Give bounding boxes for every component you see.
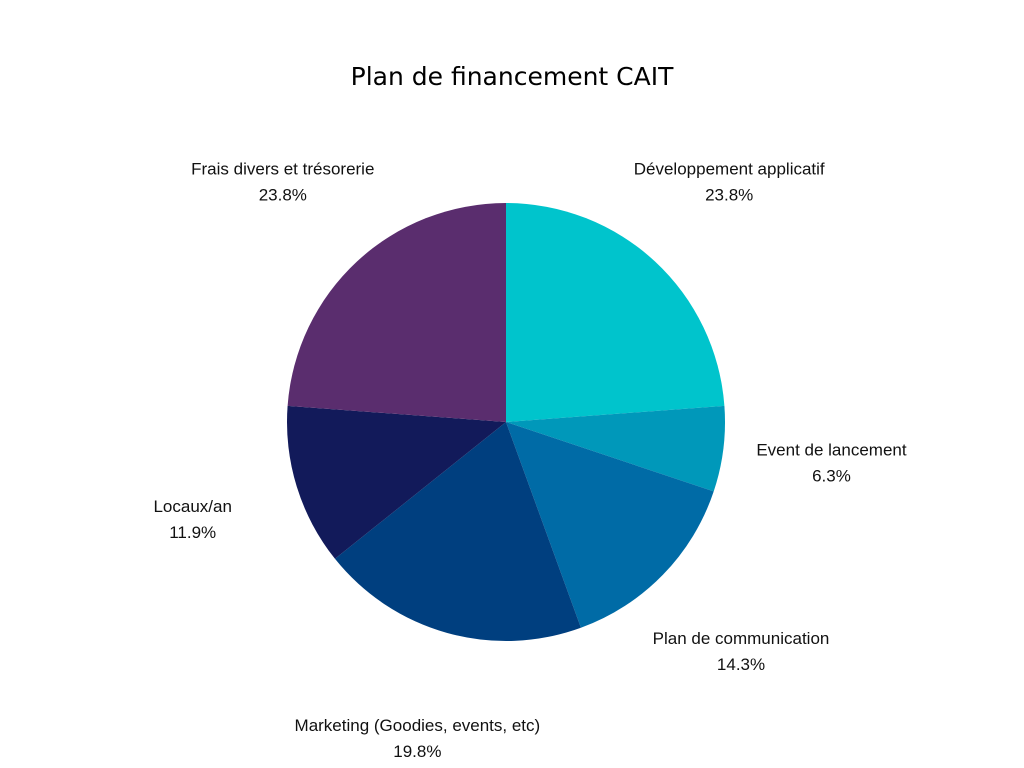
slice-value-event-de-lancement: 6.3%	[812, 467, 851, 486]
pie-slice-locaux-an	[287, 405, 506, 559]
slice-label-locaux-an: Locaux/an	[153, 497, 231, 516]
slice-value-locaux-an: 11.9%	[169, 523, 216, 542]
slice-label-plan-de-communication: Plan de communication	[653, 629, 830, 648]
slice-value-marketing-goodies-events-etc: 19.8%	[393, 742, 441, 761]
slice-value-plan-de-communication: 14.3%	[717, 655, 765, 674]
slice-label-event-de-lancement: Event de lancement	[756, 441, 907, 460]
pie-slice-frais-divers-et-tresorerie	[287, 203, 506, 422]
pie-slice-developpement-applicatif	[506, 203, 725, 422]
slice-label-frais-divers-et-tresorerie: Frais divers et trésorerie	[191, 160, 374, 179]
pie-slice-plan-de-communication	[506, 422, 714, 628]
slice-label-developpement-applicatif: Développement applicatif	[634, 160, 825, 179]
chart-title: Plan de financement CAIT	[350, 62, 674, 91]
pie-slice-marketing-goodies-events-etc	[334, 422, 581, 641]
pie-labels: Développement applicatif 23.8% Event de la…	[153, 160, 906, 761]
slice-value-frais-divers-et-tresorerie: 23.8%	[259, 186, 307, 205]
pie-slices	[287, 203, 725, 641]
slice-value-developpement-applicatif: 23.8%	[705, 186, 753, 205]
pie-slice-event-de-lancement	[506, 405, 725, 492]
slice-label-marketing-goodies-events-etc: Marketing (Goodies, events, etc)	[295, 716, 541, 735]
